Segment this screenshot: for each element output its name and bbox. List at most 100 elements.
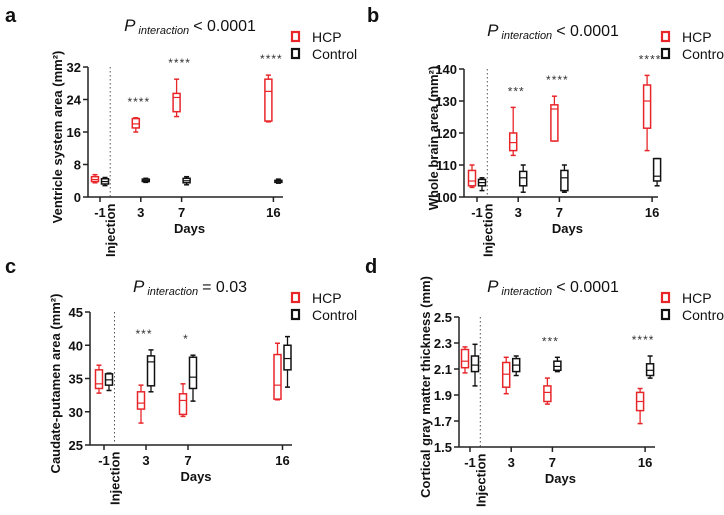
x-tick-label: 3: [142, 453, 149, 468]
hcp-box: [264, 74, 273, 123]
control-box: [283, 335, 292, 388]
control-box: [560, 164, 569, 193]
box-iqr: [172, 92, 181, 113]
box-iqr: [273, 353, 282, 400]
control-box: [645, 355, 655, 379]
title-value: < 0.0001: [193, 18, 256, 35]
injection-label: Injection: [480, 203, 495, 257]
hcp-box: [550, 95, 559, 142]
x-tick-label: -1: [98, 453, 110, 468]
hcp-box: [178, 383, 188, 418]
legend-label: Control: [312, 307, 357, 323]
box-iqr: [136, 391, 146, 410]
y-tick-label: 0: [74, 190, 81, 205]
significance-stars: ****: [639, 52, 662, 66]
significance-stars: ***: [135, 327, 152, 341]
box-iqr: [553, 360, 562, 372]
x-axis-label: Days: [545, 471, 576, 486]
hcp-box: [273, 342, 282, 401]
title-subscript: interaction: [501, 286, 552, 298]
panel-letter: a: [5, 5, 17, 27]
box-iqr: [470, 355, 480, 373]
x-axis-label: Days: [180, 469, 211, 484]
y-tick-label: 8: [74, 158, 81, 173]
x-tick-label: 16: [638, 455, 652, 470]
title-subscript: interaction: [138, 25, 189, 37]
x-axis-label: Days: [174, 221, 205, 236]
y-tick-label: 25: [69, 438, 83, 453]
y-tick-label: 32: [67, 60, 81, 75]
title-value: < 0.0001: [556, 23, 619, 40]
y-tick-label: 100: [435, 190, 457, 205]
box-iqr: [501, 361, 511, 388]
significance-stars: ****: [632, 333, 655, 347]
legend-label: Control: [682, 46, 724, 62]
y-tick-label: 35: [69, 372, 83, 387]
title-p: P: [487, 21, 499, 40]
legend-label: HCP: [682, 290, 712, 306]
control-legend-icon: [290, 308, 301, 321]
significance-stars: ****: [127, 95, 150, 109]
y-tick-label: 45: [69, 305, 83, 320]
hcp-box: [635, 387, 645, 425]
box-iqr: [178, 393, 188, 416]
x-tick-label: -1: [471, 205, 483, 220]
box-iqr: [264, 78, 273, 122]
x-tick-label: 7: [178, 205, 185, 220]
control-box: [274, 178, 283, 184]
hcp-box: [136, 384, 146, 424]
control-box: [188, 354, 198, 402]
significance-stars: ****: [260, 52, 283, 66]
control-box: [141, 177, 151, 184]
hcp-box: [94, 364, 104, 394]
y-tick-label: 30: [69, 405, 83, 420]
control-box: [146, 349, 156, 393]
significance-stars: ***: [508, 84, 525, 98]
significance-stars: ****: [168, 56, 191, 70]
box-iqr: [460, 348, 470, 369]
box-iqr: [518, 170, 528, 187]
x-tick-label: 16: [275, 453, 289, 468]
panel-c: c P interaction = 0.03 25 30 35 40 45 -1 3 7 16 Injec…: [5, 256, 357, 505]
box-iqr: [652, 157, 662, 182]
y-axis-label: Caudate-putamen area (mm²): [48, 294, 63, 474]
control-box: [518, 164, 528, 193]
box-iqr: [467, 169, 477, 187]
hcp-box: [642, 74, 652, 152]
y-tick-label: 24: [67, 93, 82, 108]
box-iqr: [642, 84, 652, 129]
y-tick-label: 1.5: [434, 440, 452, 455]
title-p: P: [133, 277, 145, 296]
legend-label: Control: [682, 307, 724, 323]
control-box: [470, 343, 480, 387]
y-tick-label: 110: [436, 158, 457, 173]
box-iqr: [283, 344, 292, 371]
hcp-box: [543, 377, 552, 405]
panel-letter: c: [5, 256, 16, 278]
panel-letter: b: [367, 5, 379, 27]
y-axis-label: Cortical gray matter thickness (mm): [418, 276, 433, 498]
legend-label: HCP: [682, 29, 712, 45]
legend-label: HCP: [312, 29, 342, 45]
legend-label: Control: [312, 46, 357, 62]
box-iqr: [94, 369, 104, 390]
x-tick-label: -1: [94, 205, 106, 220]
y-tick-label: 16: [67, 125, 81, 140]
significance-stars: *: [183, 332, 189, 346]
box-iqr: [146, 355, 156, 387]
legend-label: HCP: [312, 290, 342, 306]
y-tick-label: 130: [435, 94, 457, 109]
y-axis-label: Whole brain area (mm²): [426, 66, 441, 210]
panel-b: b P interaction < 0.0001 100 110 120 130 140 -1 3 7…: [367, 5, 724, 257]
x-tick-label: 7: [549, 455, 556, 470]
x-tick-label: 3: [137, 205, 144, 220]
y-tick-label: 1.7: [434, 414, 452, 429]
injection-label: Injection: [108, 451, 123, 505]
title-value: = 0.03: [202, 279, 247, 296]
injection-label: Injection: [473, 453, 488, 507]
x-tick-label: -1: [464, 455, 476, 470]
